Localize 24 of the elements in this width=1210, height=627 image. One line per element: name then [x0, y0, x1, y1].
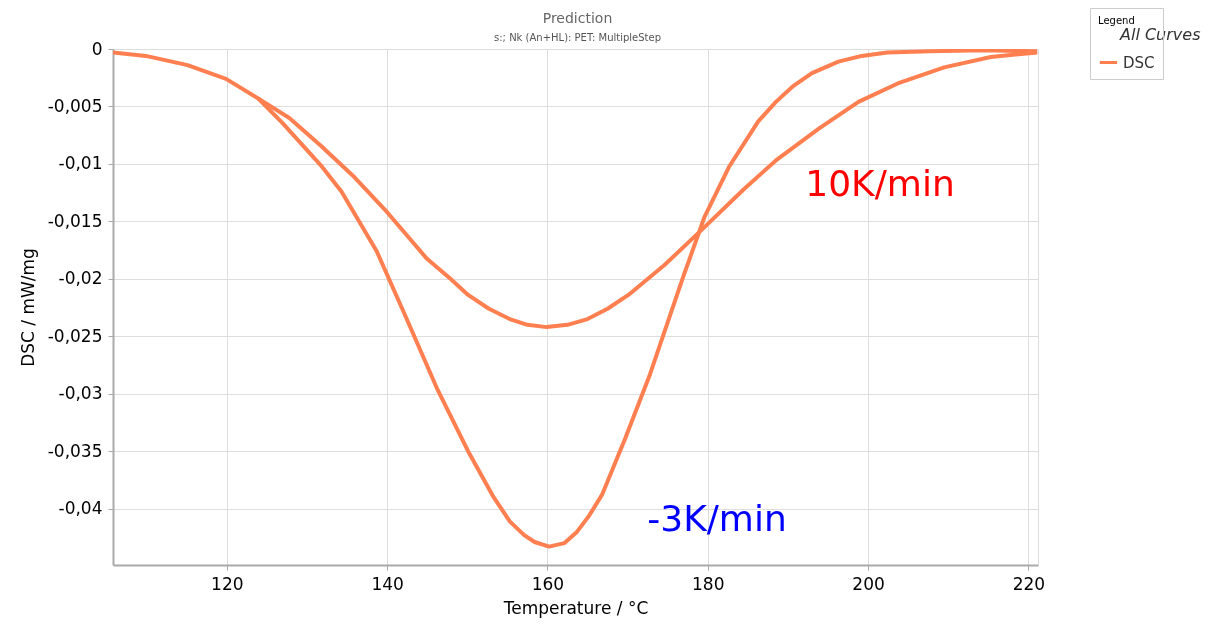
annotation: -3K/min	[647, 498, 787, 539]
chart-title: Prediction	[542, 10, 613, 26]
text: All Curves	[1119, 25, 1201, 44]
y-tick-label: -0,04	[58, 498, 103, 519]
x-tick-label: 120	[211, 573, 244, 594]
y-tick-label: -0,035	[47, 440, 103, 461]
y-tick-label: -0,025	[47, 325, 103, 346]
x-tick-label: 180	[692, 573, 725, 594]
chart-subtitle: s:; Nk (An+HL): PET: MultipleStep	[494, 32, 661, 43]
y-tick-label: -0,015	[47, 210, 103, 231]
y-tick-label: -0,02	[58, 268, 103, 289]
annotation: 10K/min	[805, 163, 955, 204]
x-tick-label: 220	[1012, 573, 1046, 594]
x-axis-title: Temperature / °C	[502, 597, 649, 618]
x-tick-label: 160	[531, 573, 565, 594]
y-tick-label: 0	[91, 38, 103, 59]
y-axis-title: DSC / mW/mg	[17, 248, 38, 367]
x-tick-label: 140	[371, 573, 404, 594]
x-tick-label: 200	[852, 573, 885, 594]
legend-label: DSC	[1123, 53, 1155, 72]
y-tick-label: -0,01	[58, 153, 103, 174]
y-tick-label: -0,03	[58, 383, 103, 404]
legend-title: Legend	[1098, 15, 1135, 26]
y-tick-label: -0,005	[47, 95, 103, 116]
